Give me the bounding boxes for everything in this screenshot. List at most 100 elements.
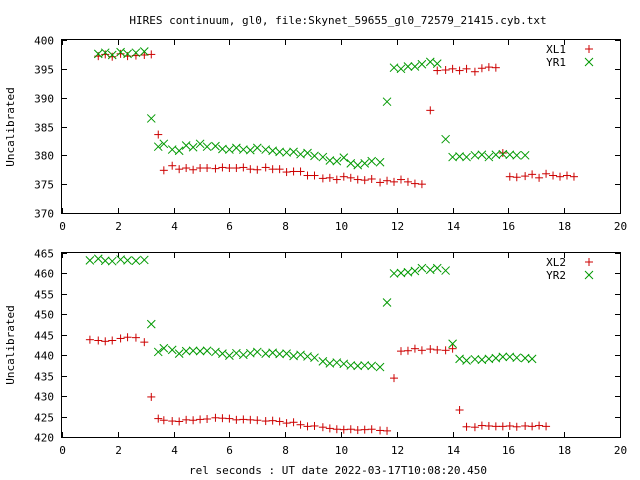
data-point-yr1	[238, 145, 248, 154]
data-point-xl2	[318, 423, 327, 432]
data-point-xl1	[289, 167, 298, 176]
data-point-xl1	[196, 164, 205, 173]
data-point-yr2	[146, 319, 156, 329]
data-point-xl1	[225, 164, 234, 173]
data-point-yr1	[396, 64, 406, 74]
data-point-xl2	[147, 392, 156, 401]
data-point-xl2	[426, 345, 435, 354]
data-point-yr2	[275, 349, 284, 359]
chart-title: HIRES continuum, gl0, file:Skynet_59655_…	[129, 14, 546, 27]
data-point-xl1	[282, 168, 291, 177]
data-point-yr1	[520, 150, 530, 160]
y-tick-label: 390	[34, 93, 54, 106]
data-point-yr2	[139, 255, 149, 265]
x-tick-label: 10	[335, 444, 348, 457]
data-point-yr1	[139, 47, 149, 56]
data-point-yr2	[441, 266, 450, 275]
data-point-yr2	[396, 268, 406, 278]
data-point-xl2	[154, 414, 163, 423]
data-point-xl2	[396, 347, 405, 356]
y-tick-label: 450	[34, 309, 54, 322]
data-point-yr1	[425, 57, 435, 67]
data-point-yr2	[389, 269, 399, 278]
data-point-yr1	[93, 49, 103, 59]
data-point-xl1	[521, 172, 530, 181]
x-tick-label: 8	[282, 444, 289, 457]
data-point-yr1	[432, 59, 442, 68]
data-point-yr2	[318, 357, 328, 366]
data-point-xl2	[218, 414, 227, 423]
data-point-xl1	[403, 177, 412, 186]
data-point-xl1	[383, 176, 392, 185]
data-point-yr1	[389, 63, 399, 73]
data-point-xl1	[562, 171, 571, 180]
data-point-yr2	[181, 346, 191, 356]
data-point-xl1	[147, 50, 156, 59]
data-point-xl1	[542, 169, 551, 178]
data-point-yr2	[477, 355, 487, 365]
data-point-yr1	[318, 152, 328, 162]
data-point-xl2	[448, 344, 457, 353]
data-point-xl1	[535, 173, 544, 182]
x-tick-label: 10	[335, 220, 348, 233]
data-point-xl2	[189, 416, 198, 425]
bottom-plot-frame	[61, 252, 621, 438]
data-point-xl1	[101, 50, 110, 59]
data-point-yr2	[188, 346, 198, 356]
data-point-xl2	[123, 333, 132, 342]
data-point-yr1	[268, 146, 277, 156]
data-point-xl1	[455, 66, 464, 75]
data-point-xl2	[484, 421, 493, 430]
data-point-yr2	[498, 352, 508, 362]
data-point-xl1	[549, 171, 558, 180]
data-point-xl1	[353, 175, 362, 184]
data-point-xl1	[268, 165, 277, 174]
data-point-xl1	[390, 177, 399, 186]
data-point-yr2	[346, 361, 356, 370]
data-point-xl1	[346, 173, 355, 182]
data-point-xl1	[360, 176, 369, 185]
top-panel: Uncalibrated 0 2 4 6 8 10 12 14 16 18 20 370 375 380 3…	[4, 35, 627, 234]
data-point-yr1	[505, 150, 515, 160]
data-point-yr2	[252, 347, 262, 357]
data-point-yr2	[410, 266, 420, 276]
data-point-xl2	[528, 422, 537, 431]
data-point-xl1	[376, 178, 385, 187]
data-point-xl1	[470, 67, 479, 76]
data-point-yr2	[167, 345, 177, 355]
data-point-xl2	[542, 422, 551, 431]
data-point-yr2	[360, 361, 370, 370]
data-point-yr1	[484, 152, 494, 162]
data-point-xl2	[289, 418, 298, 427]
y-tick-label: 420	[34, 432, 54, 445]
data-point-xl2	[303, 422, 312, 431]
data-point-yr2	[107, 256, 117, 266]
data-point-xl2	[360, 425, 369, 434]
data-point-yr1	[498, 149, 508, 159]
y-tick-label: 440	[34, 350, 54, 363]
legend-label-yr2: YR2	[546, 269, 566, 282]
data-point-xl1	[310, 171, 319, 180]
top-plot-marks	[93, 47, 578, 189]
legend-marker-xl2	[585, 258, 593, 266]
data-point-xl2	[239, 415, 248, 424]
data-point-xl1	[339, 172, 348, 181]
data-point-xl1	[491, 63, 500, 72]
data-point-yr2	[238, 350, 248, 360]
data-point-xl1	[246, 165, 255, 174]
data-point-yr1	[303, 148, 312, 158]
data-point-yr1	[491, 150, 501, 160]
x-tick-label: 18	[558, 220, 571, 233]
data-point-yr2	[123, 256, 132, 265]
data-point-xl2	[339, 425, 348, 434]
x-tick-label: 6	[226, 220, 233, 233]
legend-label-yr1: YR1	[546, 56, 566, 69]
data-point-yr1	[310, 151, 319, 161]
data-point-xl2	[275, 417, 284, 426]
data-point-yr1	[245, 145, 255, 155]
data-point-xl1	[498, 149, 507, 158]
data-point-xl2	[175, 417, 184, 426]
data-point-yr1	[512, 150, 522, 160]
data-point-xl2	[403, 346, 412, 355]
